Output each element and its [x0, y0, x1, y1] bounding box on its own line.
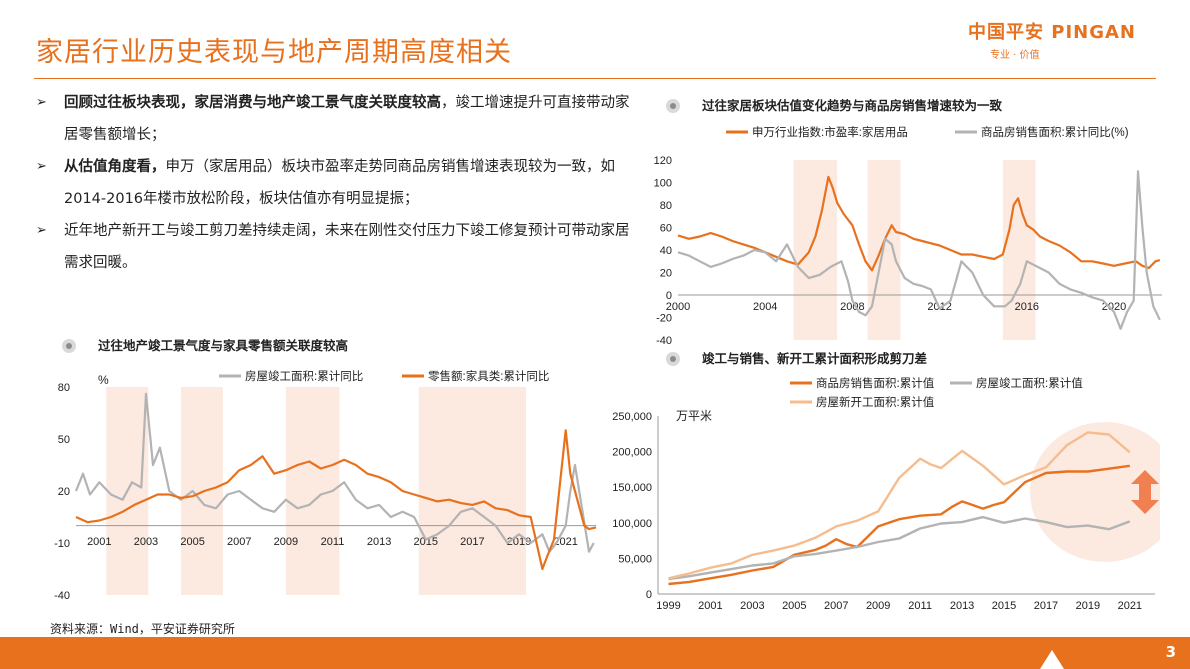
chart-title-valuation: 过往家居板块估值变化趋势与商品房销售增速较为一致: [666, 95, 1002, 114]
y-tick-label: 0: [666, 290, 672, 302]
y-tick-label: -40: [656, 335, 672, 347]
x-tick-label: 2019: [1076, 600, 1100, 612]
page-title: 家居行业历史表现与地产周期高度相关: [36, 37, 512, 68]
y-tick-label: 80: [58, 382, 70, 394]
y-tick-label: -20: [656, 313, 672, 325]
series-line-2: [668, 431, 1131, 580]
x-tick-label: 2001: [87, 536, 111, 548]
chart-title-text: 过往家居板块估值变化趋势与商品房销售增速较为一致: [702, 98, 1003, 113]
x-tick-label: 2011: [908, 600, 932, 612]
series-line-1: [75, 429, 597, 571]
x-tick-label: 2009: [866, 600, 890, 612]
x-tick-label: 2007: [227, 536, 251, 548]
legend-label: 商品房销售面积:累计同比(%): [981, 125, 1129, 139]
y-unit-label: 万平米: [676, 409, 712, 423]
chart-scissors: 0 50,000 100,000 150,000 200,000 250,000 1999 2…: [612, 376, 1160, 612]
shaded-period: [1002, 160, 1036, 340]
y-unit-label: %: [98, 373, 109, 387]
x-tick-label: 1999: [656, 600, 680, 612]
chart-title-completion: 过往地产竣工景气度与家具零售额关联度较高: [62, 335, 348, 354]
x-tick-label: 2003: [134, 536, 158, 548]
bullet-bold: 从估值角度看，: [64, 159, 166, 175]
x-tick-label: 2011: [321, 536, 345, 548]
y-tick-label: 150,000: [612, 482, 652, 494]
legend-label: 申万行业指数:市盈率:家居用品: [752, 125, 908, 139]
series-line-0: [677, 175, 1161, 272]
x-tick-label: 2003: [740, 600, 764, 612]
chart-title-text: 过往地产竣工景气度与家具零售额关联度较高: [98, 338, 349, 353]
x-tick-label: 2013: [950, 600, 974, 612]
y-tick-label: 120: [654, 155, 672, 167]
shaded-period: [793, 160, 838, 340]
y-tick-label: 200,000: [612, 447, 652, 459]
x-tick-label: 2021: [1118, 600, 1142, 612]
circle-bullet-icon: [666, 99, 680, 113]
y-tick-label: -10: [54, 538, 70, 550]
x-tick-label: 2000: [666, 301, 690, 313]
arrow-icon: ➢: [36, 159, 47, 174]
x-tick-label: 2007: [824, 600, 848, 612]
legend-label: 房屋新开工面积:累计值: [816, 395, 935, 409]
bullet-text: 申万（家居用品）板块市盈率走势同商品房销售增速表现较为一致，如2014-2016…: [64, 159, 615, 207]
x-tick-label: 2015: [992, 600, 1016, 612]
y-tick-label: 50,000: [618, 553, 652, 565]
chart-title-scissors: 竣工与销售、新开工累计面积形成剪刀差: [666, 348, 927, 367]
x-tick-label: 2005: [782, 600, 806, 612]
y-tick-label: 0: [646, 589, 652, 601]
bullet-item: ➢ 近年地产新开工与竣工剪刀差持续走阔，未来在刚性交付压力下竣工修复预计可带动家居…: [36, 215, 636, 279]
legend-label: 房屋竣工面积:累计值: [976, 376, 1083, 390]
y-tick-label: 100,000: [612, 518, 652, 530]
y-tick-label: 20: [660, 268, 672, 280]
footer-bar: [0, 637, 1190, 669]
y-tick-label: 250,000: [612, 411, 652, 423]
title-divider: [34, 78, 1156, 79]
series-line-1: [668, 515, 1131, 581]
logo-slogan: 专业 · 价值: [990, 50, 1040, 61]
x-tick-label: 2015: [414, 536, 438, 548]
y-tick-label: 20: [58, 486, 70, 498]
x-tick-label: 2017: [460, 536, 484, 548]
circle-bullet-icon: [62, 339, 76, 353]
y-tick-label: 100: [654, 178, 672, 190]
y-tick-label: 60: [660, 223, 672, 235]
series-line-0: [668, 464, 1130, 586]
company-logo: 中国平安 PINGAN 专业 · 价值: [968, 18, 1136, 61]
x-tick-label: 2017: [1034, 600, 1058, 612]
series-line-1: [677, 170, 1161, 330]
bullet-list: ➢ 回顾过往板块表现，家居消费与地产竣工景气度关联度较高，竣工增速提升可直接带动家…: [36, 87, 636, 279]
x-tick-label: 2005: [180, 536, 204, 548]
chart-title-text: 竣工与销售、新开工累计面积形成剪刀差: [702, 351, 928, 366]
legend-label: 商品房销售面积:累计值: [816, 376, 935, 390]
bullet-text: 近年地产新开工与竣工剪刀差持续走阔，未来在刚性交付压力下竣工修复预计可带动家居需…: [64, 223, 630, 271]
legend-label: 零售额:家具类:累计同比: [428, 369, 549, 383]
x-tick-label: 2004: [753, 301, 777, 313]
circle-bullet-icon: [666, 352, 680, 366]
x-tick-label: 2016: [1015, 301, 1039, 313]
legend-label: 房屋竣工面积:累计同比: [245, 369, 363, 383]
chart-completion: -40 -10 20 50 80 2001 2003 2005 2007 2009 2011 2013…: [54, 369, 597, 602]
source-note: 资料来源：Wind，平安证券研究所: [50, 622, 235, 636]
bullet-text: ，竣工增速提升可直接带动家居零售额增长；: [64, 95, 630, 143]
arrow-icon: ➢: [36, 223, 47, 238]
bullet-item: ➢ 从估值角度看，申万（家居用品）板块市盈率走势同商品房销售增速表现较为一致，如2…: [36, 151, 636, 215]
x-tick-label: 2009: [274, 536, 298, 548]
x-tick-label: 2013: [367, 536, 391, 548]
arrow-icon: ➢: [36, 95, 47, 110]
x-tick-label: 2020: [1102, 301, 1126, 313]
double-arrow-icon: [1131, 470, 1159, 514]
shaded-period: [418, 387, 527, 595]
logo-mark-icon: [1040, 650, 1064, 669]
y-tick-label: 40: [660, 245, 672, 257]
y-tick-label: -40: [54, 590, 70, 602]
y-tick-label: 80: [660, 200, 672, 212]
bullet-bold: 回顾过往板块表现，家居消费与地产竣工景气度关联度较高: [64, 95, 441, 111]
page-number: 3: [1165, 643, 1176, 661]
y-tick-label: 50: [58, 434, 70, 446]
bullet-item: ➢ 回顾过往板块表现，家居消费与地产竣工景气度关联度较高，竣工增速提升可直接带动家…: [36, 87, 636, 151]
x-tick-label: 2001: [698, 600, 722, 612]
logo-brand: 中国平安 PINGAN: [968, 22, 1136, 43]
